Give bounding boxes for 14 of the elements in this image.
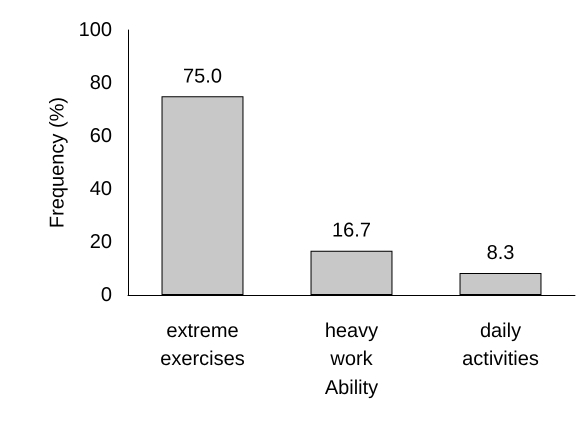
x-axis-title: Ability [324,376,378,399]
x-tick-label: extreme exercises [160,320,245,370]
data-label: 8.3 [486,242,514,264]
y-tick-label: 80 [90,72,112,94]
x-tick-label: daily activities [462,320,539,370]
y-tick-label: 60 [90,125,112,147]
y-tick-label: 0 [100,284,112,306]
x-tick-label: heavy work [324,320,378,370]
y-tick-label: 40 [90,178,112,200]
y-axis-title: Frequency (%) [46,96,69,228]
y-tick-label: 100 [78,19,112,41]
y-tick-label: 20 [90,231,112,253]
data-label: 16.7 [332,220,371,242]
data-label: 75.0 [183,65,222,88]
